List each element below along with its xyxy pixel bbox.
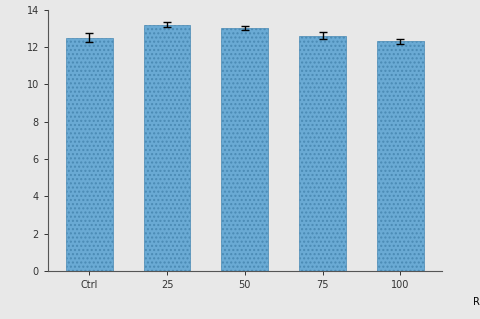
Bar bbox=[66, 38, 113, 271]
Bar bbox=[299, 36, 346, 271]
Bar bbox=[221, 28, 268, 271]
Bar bbox=[144, 25, 191, 271]
Text: Rk1+R: Rk1+R bbox=[473, 297, 480, 307]
Bar bbox=[377, 41, 424, 271]
